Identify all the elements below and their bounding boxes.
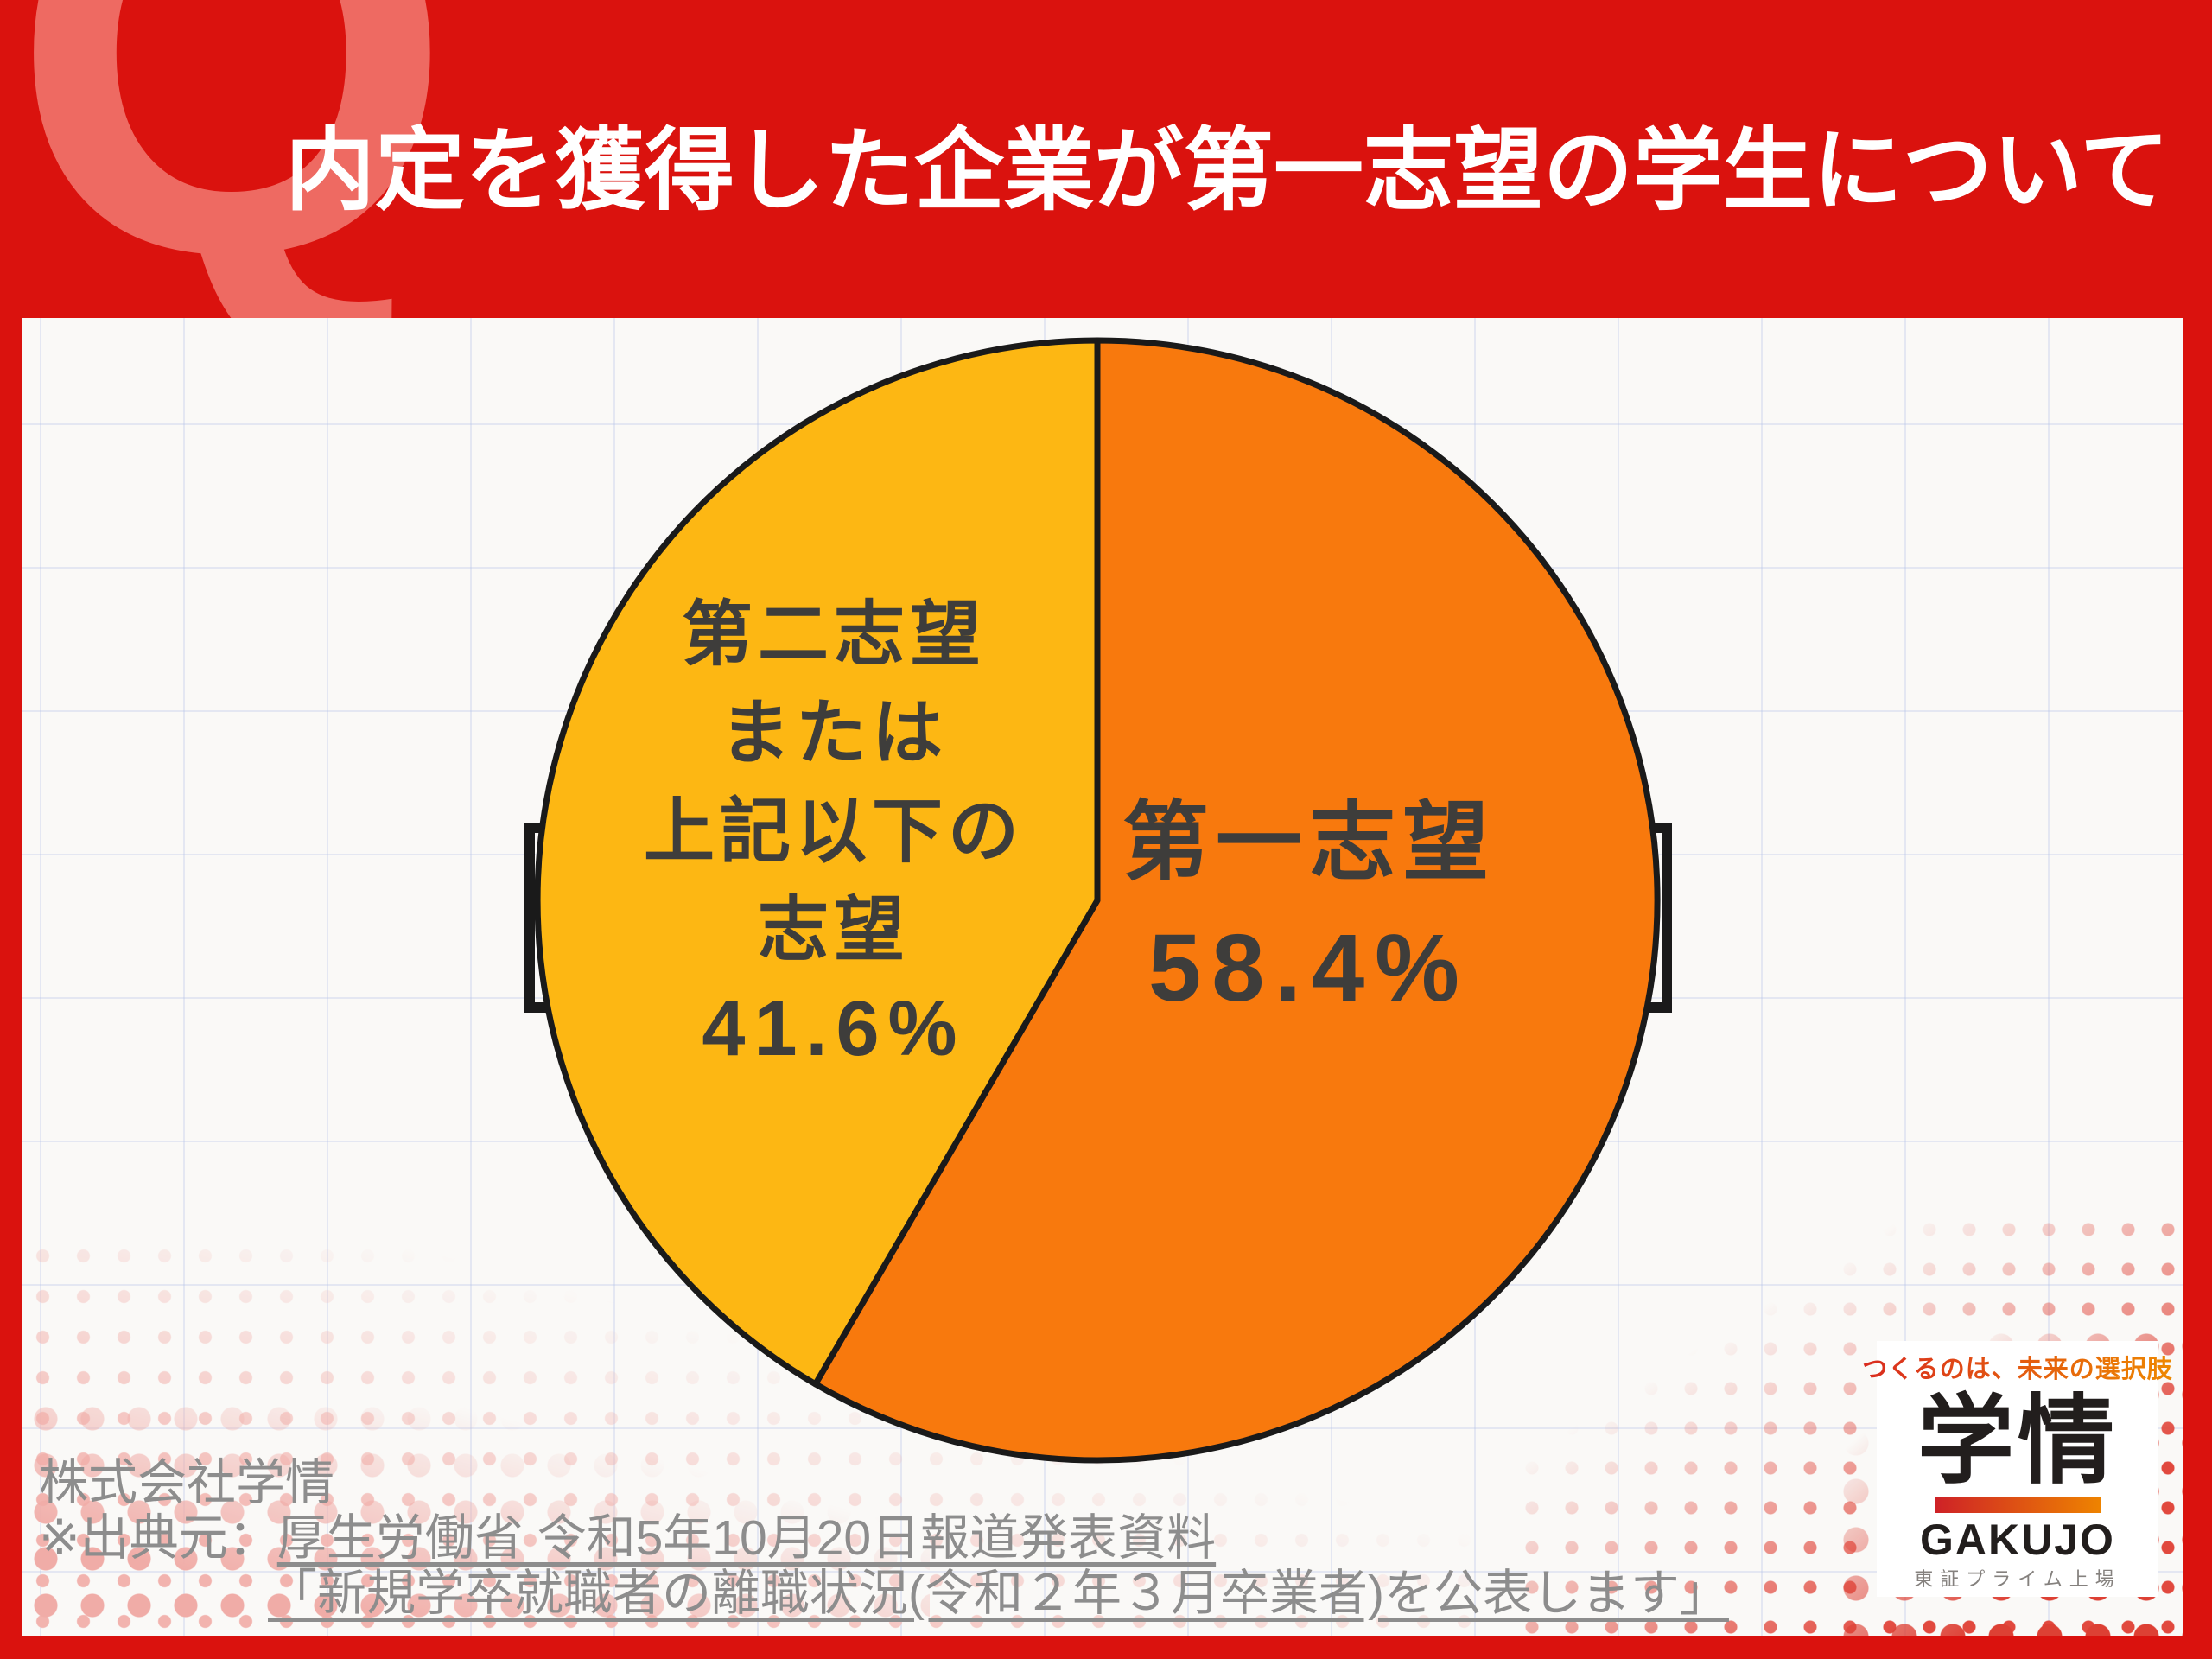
source-link-line2[interactable]: 「新規学卒就職者の離職状況(令和２年３月卒業者)を公表します」	[268, 1566, 1729, 1621]
source-line-2: 「新規学卒就職者の離職状況(令和２年３月卒業者)を公表します」	[39, 1566, 1729, 1621]
pie-slice-second-choice	[534, 337, 1101, 1388]
pie-label-percent: 58.4%	[1148, 915, 1470, 1021]
pie-label-line: 第一志望	[1122, 794, 1496, 891]
pie-label-line: 上記以下の	[643, 792, 1024, 871]
logo-name-en: GAKUJO	[1920, 1515, 2115, 1564]
pie-slice-first-choice	[812, 337, 1661, 1464]
source-prefix: ※出典元：	[39, 1510, 277, 1566]
pie-label-line: または	[719, 694, 948, 772]
page-title: 内定を獲得した企業が第一志望の学生について	[285, 121, 2170, 221]
pie-label-second-choice: 第二志望 または 上記以下の 志望 41.6%	[488, 586, 1179, 1078]
pie-label-first-choice: 第一志望 58.4%	[981, 779, 1637, 1032]
logo-listing-label: 東証プライム上場	[1914, 1567, 2121, 1590]
pie-label-line: 第二志望	[681, 595, 986, 674]
logo-name-jp: 学情	[1917, 1387, 2118, 1496]
pie-label-percent: 41.6%	[702, 986, 966, 1072]
source-link-line1[interactable]: 厚生労働省 令和5年10月20日報道発表資料	[276, 1510, 1217, 1566]
source-note: 株式会社学情 ※出典元：厚生労働省 令和5年10月20日報道発表資料 「新規学卒…	[39, 1455, 1729, 1621]
pie-label-line: 志望	[757, 891, 910, 969]
gakujo-logo-card: つくるのは、未来の選択肢 学情 GAKUJO 東証プライム上場	[1862, 1341, 2172, 1597]
company-name: 株式会社学情	[39, 1455, 334, 1510]
logo-tagline: つくるのは、未来の選択肢	[1862, 1349, 2172, 1385]
source-line-1: ※出典元：厚生労働省 令和5年10月20日報道発表資料	[39, 1510, 1729, 1566]
logo-gradient-bar	[1935, 1497, 2101, 1513]
q-letter-decoration: Q	[10, 0, 454, 372]
